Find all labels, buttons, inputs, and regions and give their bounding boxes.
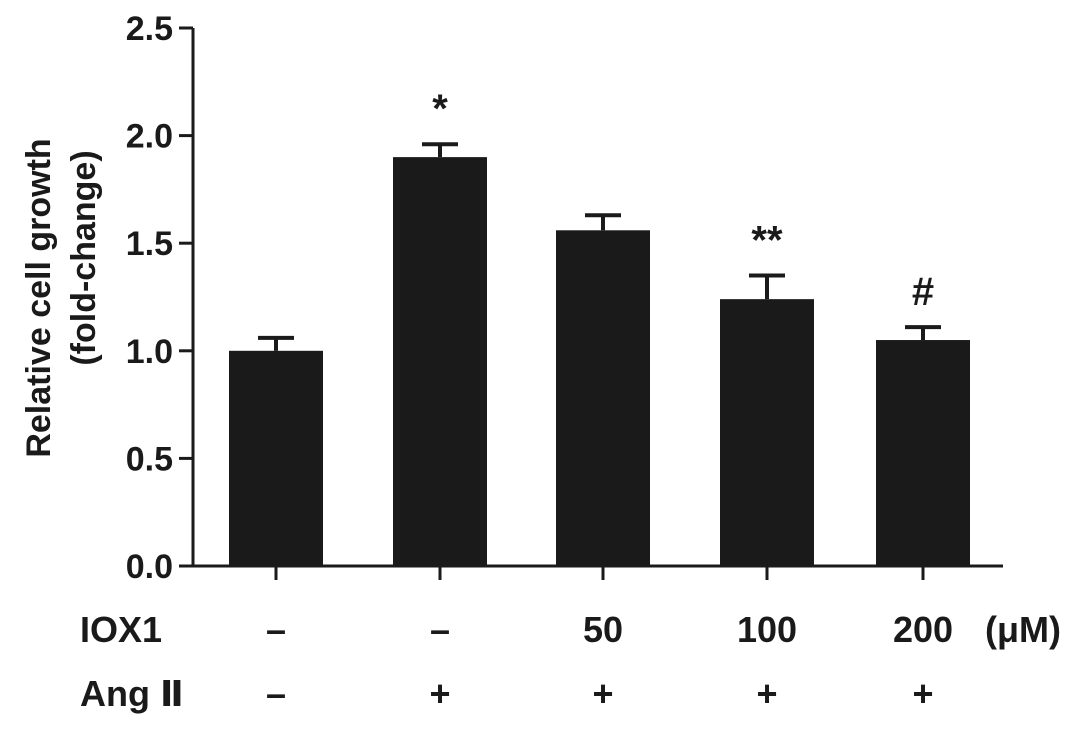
significance-mark: ** (751, 218, 783, 262)
condition-value: + (429, 673, 450, 714)
condition-value: – (266, 609, 286, 650)
significance-annotations: ***# (432, 87, 934, 314)
condition-value: + (592, 673, 613, 714)
bar (229, 350, 323, 566)
condition-value: + (756, 673, 777, 714)
y-axis-label-line2: (fold-change) (65, 150, 103, 365)
condition-value: + (912, 673, 933, 714)
y-tick-label: 1.5 (126, 225, 173, 263)
y-tick-label: 2.5 (126, 10, 173, 48)
x-axis (193, 564, 1003, 580)
condition-row-label: Ang Ⅱ (80, 673, 184, 714)
y-axis-label: Relative cell growth (fold-change) (20, 138, 103, 457)
bar (720, 299, 814, 566)
bar (556, 230, 650, 566)
condition-table: IOX1 – – 50 100 200 (μM) Ang Ⅱ – + + + + (80, 609, 1061, 714)
bar (876, 340, 970, 566)
y-tick-label: 0.5 (126, 440, 173, 478)
condition-unit: (μM) (985, 609, 1061, 650)
y-tick-label: 2.0 (126, 118, 173, 156)
condition-row-label: IOX1 (80, 609, 162, 650)
condition-value: – (266, 673, 286, 714)
bar (393, 157, 487, 566)
condition-value: 100 (737, 609, 797, 650)
y-axis-label-line1: Relative cell growth (20, 138, 58, 457)
condition-value: 200 (893, 609, 953, 650)
condition-value: 50 (583, 609, 623, 650)
y-tick-label: 1.0 (126, 333, 173, 371)
significance-mark: # (912, 270, 934, 314)
condition-value: – (430, 609, 450, 650)
bars (229, 157, 970, 566)
error-bars (258, 142, 941, 351)
y-axis: 0.0 0.5 1.0 1.5 2.0 2.5 (126, 10, 195, 586)
significance-mark: * (432, 87, 448, 131)
y-tick-label: 0.0 (126, 548, 173, 586)
